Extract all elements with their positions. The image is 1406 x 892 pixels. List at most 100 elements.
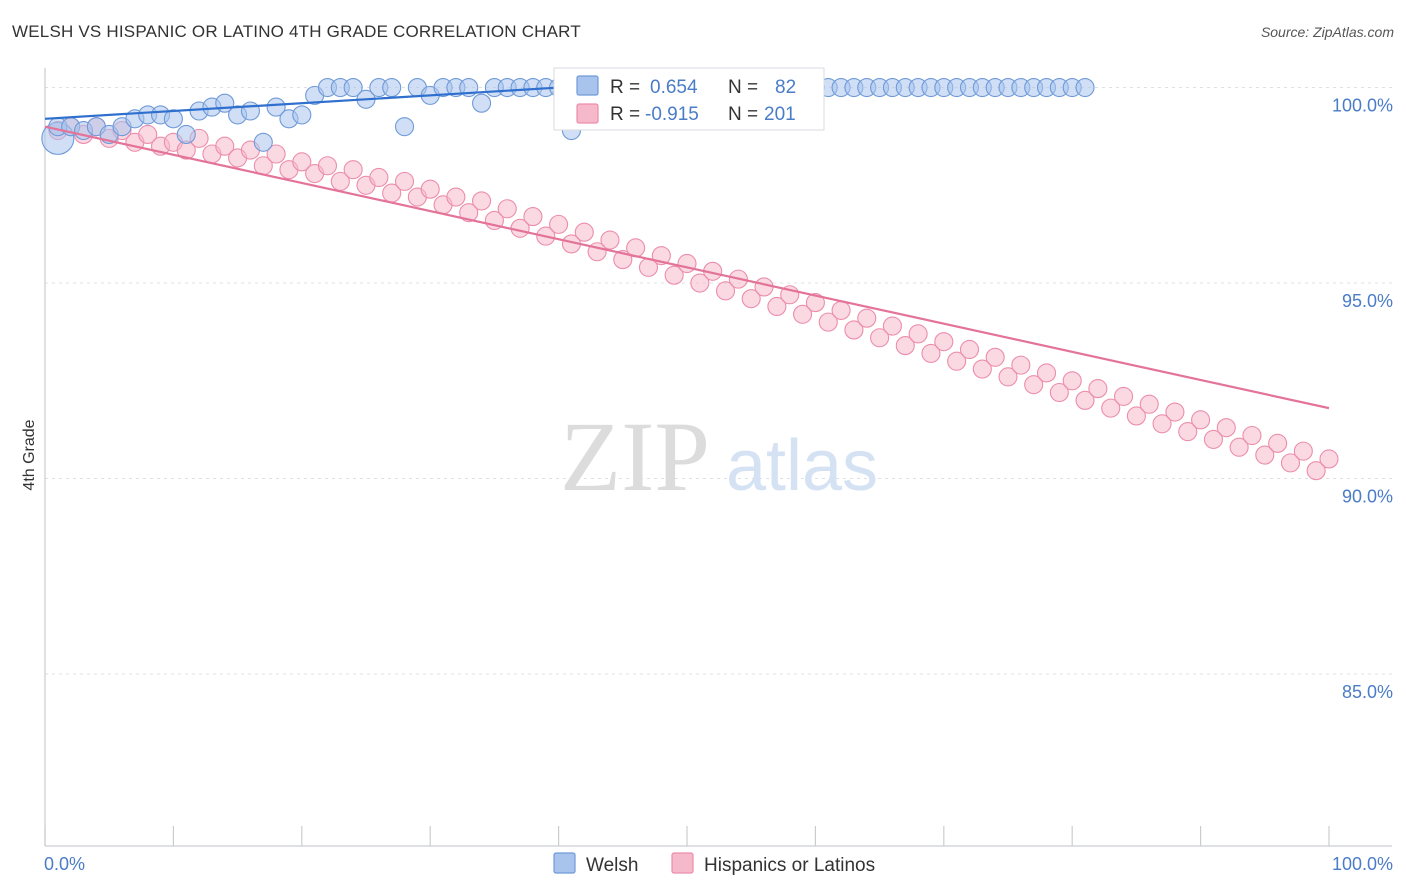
hispanic-point <box>934 332 954 352</box>
welsh-point <box>394 117 415 137</box>
hispanic-point <box>317 156 338 176</box>
hispanic-point <box>870 328 890 348</box>
y-tick-label: 95.0% <box>1342 291 1393 311</box>
y-tick-label: 85.0% <box>1342 682 1393 702</box>
stats-welsh-r-label: R = <box>610 77 640 98</box>
hispanic-point <box>394 171 415 191</box>
hispanic-point <box>1216 418 1236 438</box>
hispanic-point <box>805 293 825 313</box>
x-ticks <box>44 826 1330 846</box>
hispanic-point <box>690 273 710 293</box>
hispanic-point <box>921 343 941 363</box>
hispanic-point <box>1203 429 1223 449</box>
legend-label-welsh: Welsh <box>586 855 638 876</box>
stats-swatch-hispanic <box>576 103 599 124</box>
stats-hispanic-n-label: N = <box>728 104 758 125</box>
welsh-trend-line <box>44 86 559 120</box>
hispanic-point <box>1242 425 1262 446</box>
hispanic-point <box>1049 382 1069 403</box>
hispanic-point <box>1306 461 1326 481</box>
hispanic-point <box>767 296 787 317</box>
hispanic-point <box>549 214 569 234</box>
hispanic-point <box>523 207 543 227</box>
welsh-point <box>1075 77 1095 98</box>
hispanic-point <box>1152 414 1172 434</box>
legend-swatch-hispanic <box>671 852 694 874</box>
hispanic-point <box>1101 398 1121 418</box>
hispanic-point <box>1229 437 1249 457</box>
stats-hispanic-r-label: R = <box>610 104 640 125</box>
stats-welsh-n-label: N = <box>728 77 758 98</box>
source-label: Source: ZipAtlas.com <box>1260 24 1394 40</box>
hispanic-point <box>1139 394 1159 414</box>
hispanic-point <box>1255 445 1275 465</box>
hispanic-point <box>818 312 838 332</box>
hispanic-point <box>292 152 312 172</box>
hispanic-point <box>1268 433 1288 453</box>
hispanic-point <box>998 367 1018 387</box>
stats-welsh-r-value: 0.654 <box>650 77 698 98</box>
hispanic-point <box>1024 375 1044 395</box>
axes <box>44 68 1392 847</box>
hispanic-point <box>793 304 813 324</box>
hispanic-point <box>1293 441 1313 461</box>
y-tick-labels: 85.0% 90.0% 95.0% 100.0% <box>1332 96 1393 702</box>
hispanic-point <box>972 359 992 379</box>
hispanic-trend-line <box>44 125 1330 410</box>
hispanic-point <box>574 222 594 242</box>
stats-welsh-n-value: 82 <box>775 77 796 98</box>
hispanic-point <box>947 351 967 371</box>
hispanic-point <box>831 300 851 320</box>
hispanic-point <box>715 281 736 301</box>
stats-hispanic-r-value: -0.915 <box>645 104 699 125</box>
welsh-point <box>343 77 363 98</box>
hispanic-point <box>895 336 915 356</box>
stats-legend: R = 0.654 N = 82 R = -0.915 N = 201 <box>553 67 825 131</box>
welsh-point <box>292 105 312 125</box>
hispanic-point <box>1011 355 1031 375</box>
welsh-point <box>163 109 183 129</box>
hispanic-point <box>1178 422 1198 442</box>
hispanic-point <box>1114 386 1134 406</box>
hispanic-point <box>266 144 286 164</box>
hispanic-point <box>1319 449 1339 469</box>
stats-hispanic-n-value: 201 <box>764 104 796 125</box>
y-tick-label: 90.0% <box>1342 487 1393 507</box>
hispanic-point <box>497 199 517 219</box>
hispanic-point <box>844 320 864 340</box>
hispanic-point <box>138 124 158 145</box>
welsh-point <box>472 93 492 113</box>
hispanic-point <box>1088 379 1108 399</box>
hispanic-point <box>1280 453 1301 473</box>
watermark-zip: ZIP <box>560 401 710 512</box>
hispanic-points <box>48 117 1339 481</box>
trend-lines <box>44 86 1330 410</box>
hispanic-point <box>908 324 928 344</box>
welsh-point <box>176 124 196 145</box>
welsh-point <box>253 132 273 152</box>
hispanic-point <box>1062 371 1082 391</box>
y-tick-label: 100.0% <box>1332 96 1393 116</box>
watermark-atlas: atlas <box>726 426 878 506</box>
hispanic-point <box>959 339 980 360</box>
hispanic-point <box>446 187 466 207</box>
hispanic-point <box>420 179 440 199</box>
welsh-point <box>266 97 286 117</box>
hispanic-point <box>1075 390 1095 410</box>
hispanic-point <box>741 289 761 309</box>
hispanic-point <box>343 160 363 180</box>
stats-legend-box <box>553 67 825 131</box>
watermark: ZIP atlas <box>560 401 878 512</box>
hispanic-point <box>600 230 620 250</box>
hispanic-point <box>1191 410 1211 430</box>
hispanic-point <box>857 308 877 328</box>
chart-title: WELSH VS HISPANIC OR LATINO 4TH GRADE CO… <box>12 22 581 41</box>
hispanic-point <box>985 347 1005 367</box>
legend-swatch-welsh <box>553 852 576 874</box>
hispanic-point <box>664 265 684 285</box>
grid-lines <box>45 87 1392 675</box>
x-tick-label-min: 0.0% <box>44 854 85 874</box>
hispanic-point <box>1036 363 1057 383</box>
hispanic-point <box>369 167 389 188</box>
